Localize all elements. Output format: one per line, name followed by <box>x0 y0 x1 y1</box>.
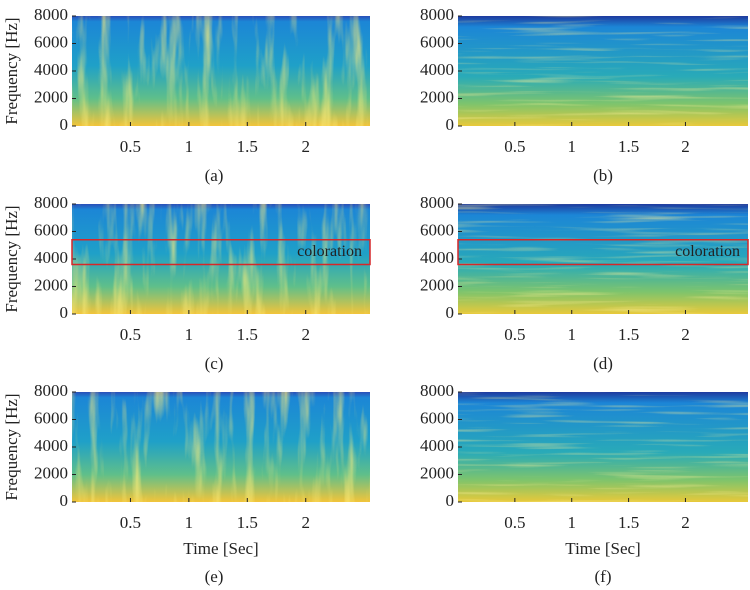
x-tick-label: 2 <box>681 513 690 532</box>
y-tick-label: 4000 <box>420 248 454 267</box>
x-tick-label: 1.5 <box>618 513 639 532</box>
y-tick-label: 2000 <box>34 275 68 294</box>
y-tick-label: 2000 <box>420 463 454 482</box>
y-tick-label: 0 <box>60 115 69 134</box>
y-tick-label: 6000 <box>34 408 68 427</box>
y-tick-label: 4000 <box>34 60 68 79</box>
panel-caption: (e) <box>205 567 224 586</box>
spectrogram-texture <box>72 204 370 314</box>
spectrogram-texture <box>72 16 370 126</box>
x-tick-label: 0.5 <box>120 513 141 532</box>
y-tick-label: 4000 <box>420 436 454 455</box>
y-tick-label: 6000 <box>420 408 454 427</box>
y-axis-label: Frequency [Hz] <box>2 393 21 500</box>
x-tick-label: 1 <box>567 513 576 532</box>
x-axis-label: Time [Sec] <box>183 539 258 558</box>
y-axis-label: Frequency [Hz] <box>2 205 21 312</box>
y-tick-label: 0 <box>446 303 455 322</box>
highlight-label: coloration <box>297 243 362 260</box>
y-tick-label: 8000 <box>420 193 454 212</box>
x-tick-label: 1 <box>567 325 576 344</box>
y-tick-label: 0 <box>446 491 455 510</box>
y-tick-label: 2000 <box>34 463 68 482</box>
y-tick-label: 8000 <box>420 5 454 24</box>
y-axis-label: Frequency [Hz] <box>2 17 21 124</box>
y-tick-label: 4000 <box>34 248 68 267</box>
panel-caption: (a) <box>205 166 224 185</box>
y-tick-label: 4000 <box>420 60 454 79</box>
panel-caption: (b) <box>593 166 613 185</box>
x-tick-label: 2 <box>301 513 310 532</box>
y-tick-label: 6000 <box>420 220 454 239</box>
x-tick-label: 2 <box>681 325 690 344</box>
x-tick-label: 2 <box>301 137 310 156</box>
spectrogram-texture <box>458 392 748 502</box>
y-tick-label: 2000 <box>420 275 454 294</box>
x-tick-label: 0.5 <box>120 137 141 156</box>
y-tick-label: 4000 <box>34 436 68 455</box>
panel-caption: (c) <box>205 354 224 373</box>
x-tick-label: 0.5 <box>120 325 141 344</box>
x-tick-label: 0.5 <box>504 513 525 532</box>
panel-caption: (d) <box>593 354 613 373</box>
y-tick-label: 6000 <box>34 220 68 239</box>
panel-caption: (f) <box>595 567 612 586</box>
x-tick-label: 1.5 <box>237 513 258 532</box>
spectrogram-texture <box>458 204 748 314</box>
x-tick-label: 1.5 <box>618 137 639 156</box>
x-tick-label: 1 <box>185 325 194 344</box>
y-tick-label: 8000 <box>34 193 68 212</box>
x-axis-label: Time [Sec] <box>565 539 640 558</box>
highlight-label: coloration <box>675 243 740 260</box>
y-tick-label: 0 <box>446 115 455 134</box>
y-tick-label: 8000 <box>34 381 68 400</box>
y-tick-label: 8000 <box>34 5 68 24</box>
x-tick-label: 1.5 <box>237 325 258 344</box>
y-tick-label: 8000 <box>420 381 454 400</box>
y-tick-label: 2000 <box>420 87 454 106</box>
spectrogram-texture <box>458 16 748 126</box>
x-tick-label: 0.5 <box>504 137 525 156</box>
highlight-box <box>457 239 749 266</box>
x-tick-label: 2 <box>681 137 690 156</box>
y-tick-label: 6000 <box>420 32 454 51</box>
x-tick-label: 1 <box>567 137 576 156</box>
spectrogram-texture <box>72 392 370 502</box>
x-tick-label: 0.5 <box>504 325 525 344</box>
y-tick-label: 0 <box>60 491 69 510</box>
x-tick-label: 1.5 <box>237 137 258 156</box>
x-tick-label: 2 <box>301 325 310 344</box>
x-tick-label: 1 <box>185 137 194 156</box>
y-tick-label: 2000 <box>34 87 68 106</box>
y-tick-label: 0 <box>60 303 69 322</box>
highlight-box <box>71 239 371 266</box>
y-tick-label: 6000 <box>34 32 68 51</box>
x-tick-label: 1 <box>185 513 194 532</box>
x-tick-label: 1.5 <box>618 325 639 344</box>
